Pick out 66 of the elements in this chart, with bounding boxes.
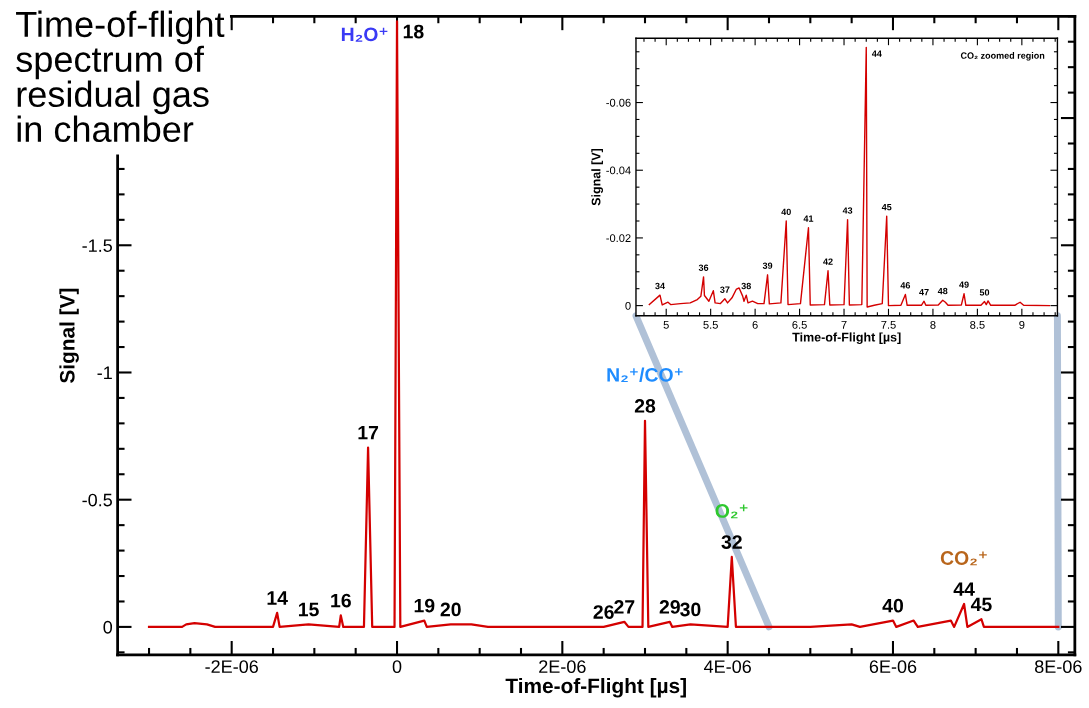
x-tick-label: 8.5	[970, 320, 985, 329]
annotation: 14	[267, 591, 288, 605]
annotation: 50	[979, 289, 990, 296]
annotation: 48	[937, 287, 948, 295]
x-tick-label: 6E-06	[869, 660, 917, 674]
x-tick-label: 8E-06	[1035, 660, 1082, 674]
annotation: 36	[698, 264, 709, 271]
line-series	[648, 46, 1051, 308]
x-tick-label: 7.5	[881, 321, 896, 329]
annotation: CO₂⁺	[940, 551, 987, 566]
annotation: 45	[970, 597, 992, 612]
x-tick-label: 4E-06	[703, 660, 751, 674]
annotation: 27	[614, 600, 635, 614]
annotation: O₂⁺	[715, 504, 748, 519]
annotation: 40	[882, 598, 903, 613]
annotation: 16	[331, 593, 351, 608]
x-tick-label: 0	[392, 660, 402, 674]
x-tick-label: 9	[1019, 320, 1025, 329]
annotation: 30	[680, 602, 701, 617]
y-tick-label: 0	[103, 620, 113, 634]
y-tick-label: -0.04	[606, 166, 631, 175]
annotation: 28	[634, 399, 656, 413]
annotation: 34	[655, 282, 665, 290]
annotation: 37	[720, 286, 730, 293]
annotation: 38	[741, 282, 751, 290]
y-tick-label: -1	[97, 366, 112, 380]
annotation: 17	[358, 425, 379, 440]
annotation: 40	[781, 208, 791, 216]
annotation: 44	[871, 50, 882, 57]
x-tick-label: 8	[930, 320, 936, 329]
annotation: 45	[881, 204, 892, 211]
x-tick-label: 6	[752, 320, 758, 329]
x-tick-label: 5.5	[703, 321, 718, 329]
annotation: 41	[803, 215, 814, 222]
x-axis-title: Time-of-Flight [µs]	[505, 677, 686, 698]
x-tick-label: -2E-06	[205, 660, 258, 674]
x-tick-label: 5	[663, 321, 669, 329]
y-axis-title: Signal [V]	[591, 148, 604, 206]
annotation: 29	[659, 600, 680, 614]
annotation: 46	[900, 282, 911, 289]
annotation: 49	[959, 281, 969, 288]
annotation: 47	[919, 288, 929, 296]
annotation: N₂⁺/CO⁺	[607, 367, 683, 383]
y-tick-label: -0.06	[606, 98, 631, 107]
annotation: 15	[298, 602, 319, 617]
annotation: 18	[403, 24, 424, 39]
y-axis-title: Signal [V]	[59, 288, 79, 384]
annotation: 42	[823, 258, 833, 265]
annotation: 44	[953, 582, 975, 596]
annotation: 43	[842, 207, 853, 214]
x-tick-label: 7	[841, 321, 847, 329]
y-tick-label: -1.5	[82, 239, 112, 252]
annotation: H₂O⁺	[341, 27, 388, 42]
y-tick-label: -0.02	[606, 234, 631, 243]
x-axis-title: Time-of-Flight [µs]	[792, 332, 901, 345]
annotation: CO₂ zoomed region	[960, 52, 1045, 61]
x-tick-label: 6.5	[792, 320, 807, 329]
annotation: 19	[414, 598, 435, 613]
y-tick-label: -0.5	[82, 493, 112, 507]
annotation: 32	[721, 535, 742, 549]
annotation: 39	[762, 262, 773, 269]
y-tick-label: 0	[625, 301, 631, 310]
text: Time-of-flight spectrum of residual gas in chamber	[16, 10, 225, 143]
x-tick-label: 2E-06	[539, 660, 586, 674]
annotation: 20	[440, 602, 461, 617]
annotation: 26	[593, 605, 614, 619]
